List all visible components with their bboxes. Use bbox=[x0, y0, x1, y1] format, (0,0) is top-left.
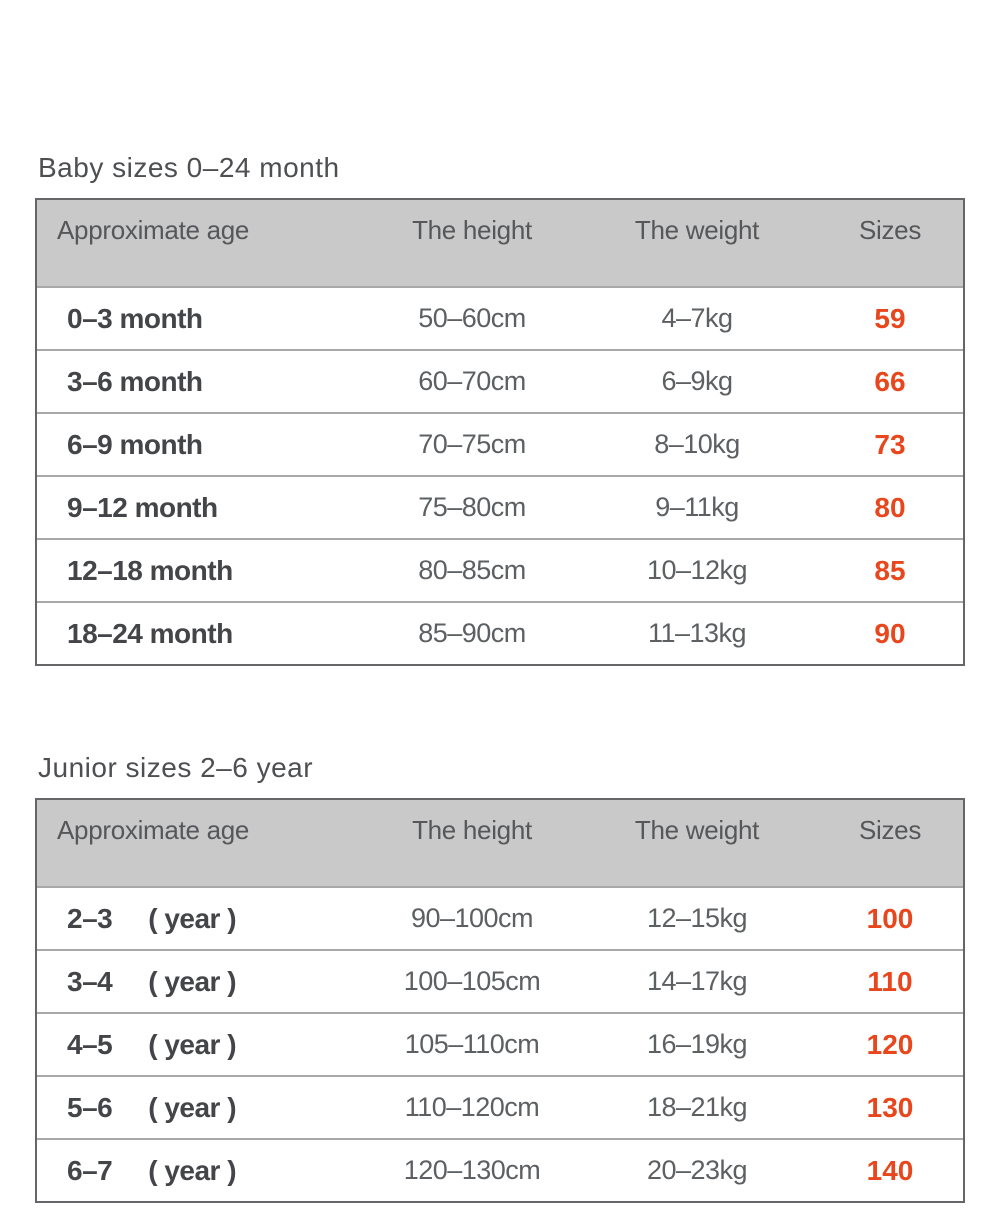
column-header-the-weight: The weight bbox=[634, 215, 760, 245]
size-cell: 66 bbox=[874, 365, 906, 397]
age-unit: ( year ) bbox=[148, 1091, 237, 1123]
age-cell: 6–9 month bbox=[67, 428, 203, 460]
height-cell: 50–60cm bbox=[418, 303, 526, 333]
baby-chart-title: Baby sizes 0–24 month bbox=[38, 152, 340, 183]
age-cell: 2–3 ( year ) bbox=[37, 903, 367, 935]
height-cell: 80–85cm bbox=[418, 555, 526, 585]
weight-cell: 12–15kg bbox=[646, 903, 748, 933]
junior-chart-title: Junior sizes 2–6 year bbox=[38, 752, 314, 783]
size-cell: 80 bbox=[874, 491, 906, 523]
weight-cell: 16–19kg bbox=[646, 1029, 748, 1059]
age-cell: 0–3 month bbox=[67, 302, 203, 334]
table-row: 9–12 month 75–80cm 9–11kg 80 bbox=[37, 475, 963, 538]
weight-cell: 11–13kg bbox=[647, 618, 747, 648]
age-cell: 3–6 month bbox=[67, 365, 203, 397]
height-cell: 110–120cm bbox=[404, 1092, 540, 1122]
weight-cell: 8–10kg bbox=[654, 429, 740, 459]
age-cell: 18–24 month bbox=[67, 617, 233, 649]
table-row: 12–18 month 80–85cm 10–12kg 85 bbox=[37, 538, 963, 601]
column-header-approximate-age: Approximate age bbox=[57, 215, 250, 245]
age-unit: ( year ) bbox=[148, 965, 237, 997]
baby-table-header-row: Approximate age The height The weight Si… bbox=[37, 200, 963, 286]
table-row: 6–7 ( year ) 120–130cm 20–23kg 140 bbox=[37, 1138, 963, 1201]
age-range: 3–4 bbox=[67, 965, 113, 997]
age-cell: 9–12 month bbox=[67, 491, 218, 523]
column-header-sizes: Sizes bbox=[858, 815, 922, 845]
column-header-the-height: The height bbox=[412, 215, 532, 245]
table-row: 3–6 month 60–70cm 6–9kg 66 bbox=[37, 349, 963, 412]
column-header-approximate-age: Approximate age bbox=[57, 815, 250, 845]
size-cell: 100 bbox=[866, 902, 914, 934]
table-row: 3–4 ( year ) 100–105cm 14–17kg 110 bbox=[37, 949, 963, 1012]
height-cell: 70–75cm bbox=[418, 429, 526, 459]
height-cell: 105–110cm bbox=[404, 1029, 540, 1059]
age-unit: ( year ) bbox=[148, 1154, 237, 1186]
height-cell: 75–80cm bbox=[418, 492, 526, 522]
size-cell: 85 bbox=[874, 554, 906, 586]
size-cell: 59 bbox=[874, 302, 906, 334]
age-range: 5–6 bbox=[67, 1091, 113, 1123]
age-unit: ( year ) bbox=[148, 902, 237, 934]
column-header-the-height: The height bbox=[412, 815, 532, 845]
height-cell: 100–105cm bbox=[403, 966, 541, 996]
table-row: 2–3 ( year ) 90–100cm 12–15kg 100 bbox=[37, 886, 963, 949]
baby-size-table: Approximate age The height The weight Si… bbox=[35, 198, 965, 666]
table-row: 6–9 month 70–75cm 8–10kg 73 bbox=[37, 412, 963, 475]
weight-cell: 10–12kg bbox=[646, 555, 748, 585]
age-cell: 5–6 ( year ) bbox=[37, 1092, 367, 1124]
weight-cell: 9–11kg bbox=[655, 492, 739, 522]
table-row: 4–5 ( year ) 105–110cm 16–19kg 120 bbox=[37, 1012, 963, 1075]
size-cell: 73 bbox=[874, 428, 906, 460]
age-cell: 4–5 ( year ) bbox=[37, 1029, 367, 1061]
weight-cell: 18–21kg bbox=[646, 1092, 748, 1122]
size-cell: 130 bbox=[866, 1091, 914, 1123]
age-cell: 3–4 ( year ) bbox=[37, 966, 367, 998]
junior-table-header-row: Approximate age The height The weight Si… bbox=[37, 800, 963, 886]
junior-size-table: Approximate age The height The weight Si… bbox=[35, 798, 965, 1203]
height-cell: 120–130cm bbox=[403, 1155, 541, 1185]
size-cell: 90 bbox=[874, 617, 906, 649]
weight-cell: 6–9kg bbox=[661, 366, 733, 396]
column-header-sizes: Sizes bbox=[858, 215, 922, 245]
age-cell: 12–18 month bbox=[67, 554, 233, 586]
size-cell: 110 bbox=[867, 965, 913, 997]
size-cell: 120 bbox=[866, 1028, 914, 1060]
age-cell: 6–7 ( year ) bbox=[37, 1155, 367, 1187]
size-cell: 140 bbox=[866, 1154, 914, 1186]
height-cell: 60–70cm bbox=[418, 366, 526, 396]
height-cell: 90–100cm bbox=[410, 903, 534, 933]
height-cell: 85–90cm bbox=[418, 618, 526, 648]
weight-cell: 20–23kg bbox=[646, 1155, 748, 1185]
age-range: 2–3 bbox=[67, 902, 113, 934]
junior-size-chart-section: Junior sizes 2–6 year Approximate age Th… bbox=[35, 750, 965, 1203]
weight-cell: 4–7kg bbox=[661, 303, 733, 333]
weight-cell: 14–17kg bbox=[646, 966, 748, 996]
baby-size-chart-section: Baby sizes 0–24 month Approximate age Th… bbox=[35, 150, 965, 666]
table-row: 18–24 month 85–90cm 11–13kg 90 bbox=[37, 601, 963, 664]
table-row: 5–6 ( year ) 110–120cm 18–21kg 130 bbox=[37, 1075, 963, 1138]
size-chart-page: Baby sizes 0–24 month Approximate age Th… bbox=[35, 150, 965, 1203]
column-header-the-weight: The weight bbox=[634, 815, 760, 845]
age-unit: ( year ) bbox=[148, 1028, 237, 1060]
age-range: 6–7 bbox=[67, 1154, 113, 1186]
age-range: 4–5 bbox=[67, 1028, 113, 1060]
table-row: 0–3 month 50–60cm 4–7kg 59 bbox=[37, 286, 963, 349]
